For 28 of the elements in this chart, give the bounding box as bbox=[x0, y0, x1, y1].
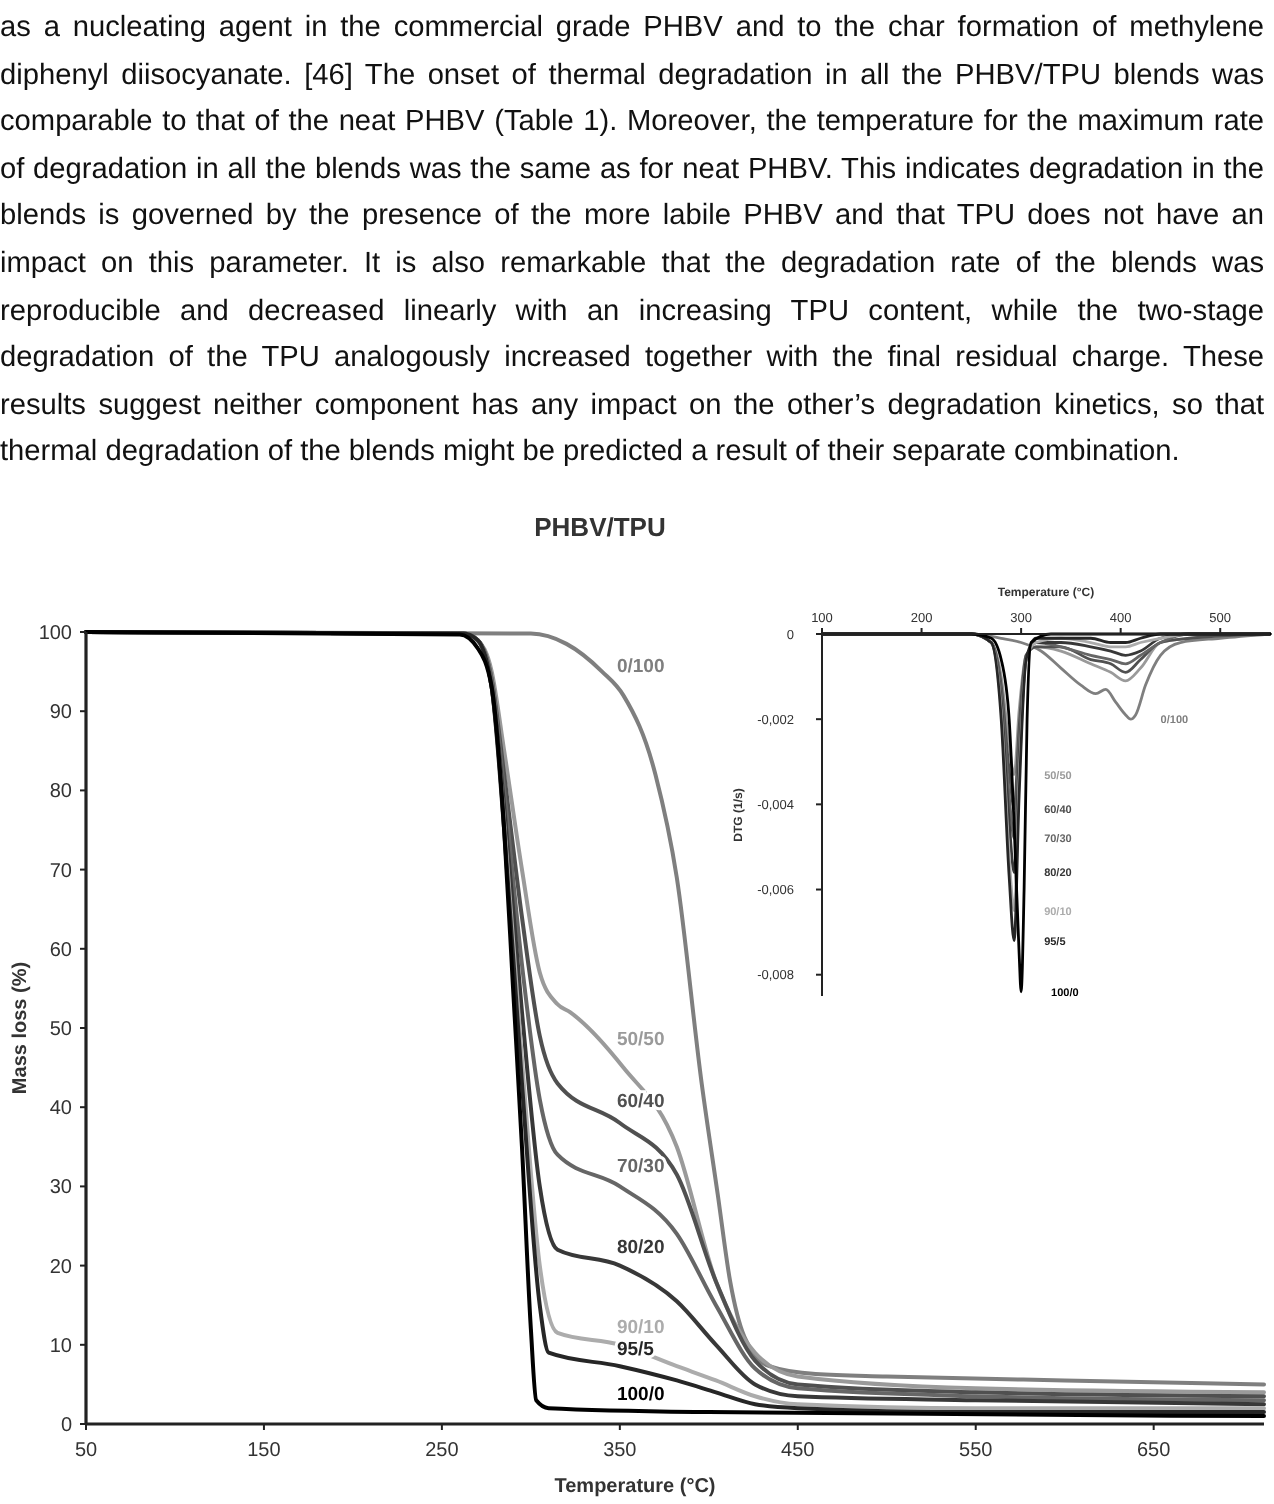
y-tick-label: 10 bbox=[49, 1335, 73, 1358]
y-tick-label: 0 bbox=[60, 1415, 73, 1437]
x-tick-label: 650 bbox=[1136, 1440, 1172, 1462]
series-label: 70/30 bbox=[616, 1155, 665, 1178]
y-tick-label: 20 bbox=[49, 1256, 73, 1279]
series-label: 95/5 bbox=[616, 1338, 656, 1361]
text: as a nucleating agent in the commercial grade PHBV and to the char formation of methylene diphenyl diisocyanate. [46] The onset of thermal degradation in all the PHBV/TPU blends was comparable to that of the neat PHBV (Table 1). Moreover, the temperature for the maximum rate of degradation in all the blends was the same as for neat PHBV. This indicates degradation in the blends is governed by the presence of the more labile PHBV and that TPU does not have an impact on this parameter. It is also remarkable that the degradation rate of the blends was reproducible and decreased linearly with an increasing TPU content, while the two-stage degradation of the TPU analogously increased together with the final residual charge. These results suggest neither component has any impact on the other’s degradation kinetics, so that thermal degradation of the blends might be predicted a result of their separate combination. bbox=[0, 12, 1264, 469]
chart-title: PHBV/TPU bbox=[534, 512, 666, 542]
series-label: 50/50 bbox=[616, 1028, 665, 1051]
y-tick-label: 40 bbox=[49, 1098, 73, 1121]
x-tick-label: 50 bbox=[74, 1440, 98, 1462]
series-label: 80/20 bbox=[616, 1237, 665, 1260]
x-tick-label: 350 bbox=[603, 1440, 638, 1462]
series-label: 0/100 bbox=[616, 655, 665, 678]
x-tick-label: 550 bbox=[959, 1440, 994, 1462]
x-tick-label: 150 bbox=[247, 1440, 282, 1462]
y-tick-label: 50 bbox=[49, 1019, 73, 1041]
y-tick-label: 90 bbox=[49, 702, 73, 725]
y-tick-label: 80 bbox=[49, 781, 73, 804]
y-tick-label: 70 bbox=[49, 860, 73, 883]
series-label: 100/0 bbox=[616, 1383, 665, 1406]
x-tick-label: 250 bbox=[425, 1440, 460, 1462]
y-axis-title: Mass loss (%) bbox=[10, 961, 32, 1095]
y-tick-label: 30 bbox=[49, 1177, 73, 1200]
x-axis-title: Temperature (°C) bbox=[554, 1476, 716, 1498]
y-tick-label: 60 bbox=[49, 939, 73, 962]
x-tick-label: 450 bbox=[781, 1440, 816, 1462]
series-label: 90/10 bbox=[616, 1317, 665, 1340]
